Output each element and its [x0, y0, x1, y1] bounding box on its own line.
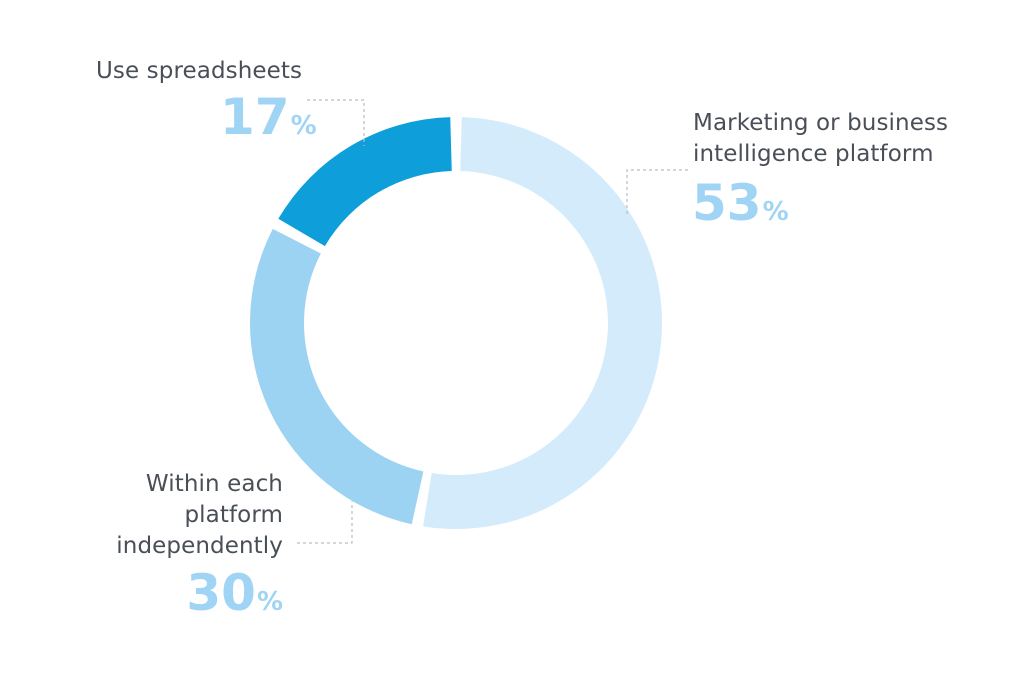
- value-marketing-unit: %: [762, 197, 789, 227]
- leader-line-spreadsheets: [307, 99, 365, 146]
- slice-within: [249, 228, 424, 525]
- value-marketing-number: 53: [692, 174, 762, 232]
- slice-spreadsheets: [278, 117, 452, 247]
- value-marketing: 53%: [692, 178, 789, 237]
- value-spreadsheets: 17%: [220, 92, 317, 151]
- value-within-number: 30: [186, 564, 256, 622]
- label-spreadsheets-line1: Use spreadsheets: [96, 58, 303, 84]
- label-within: Within each platform independently: [116, 469, 283, 562]
- slice-marketing: [423, 117, 662, 529]
- label-within-line3: independently: [116, 533, 283, 559]
- label-spreadsheets: Use spreadsheets: [96, 56, 302, 87]
- leader-line-marketing: [626, 169, 688, 214]
- label-marketing-line2: intelligence platform: [693, 141, 934, 167]
- value-within-unit: %: [256, 587, 283, 617]
- label-marketing: Marketing or business intelligence platf…: [693, 108, 948, 170]
- donut-slices: [249, 117, 662, 529]
- value-within: 30%: [186, 568, 283, 627]
- leader-line-within: [297, 501, 353, 544]
- value-spreadsheets-unit: %: [290, 111, 317, 141]
- label-marketing-line1: Marketing or business: [693, 110, 949, 136]
- label-within-line2: platform: [184, 502, 283, 528]
- value-spreadsheets-number: 17: [220, 88, 290, 146]
- label-within-line1: Within each: [145, 471, 283, 497]
